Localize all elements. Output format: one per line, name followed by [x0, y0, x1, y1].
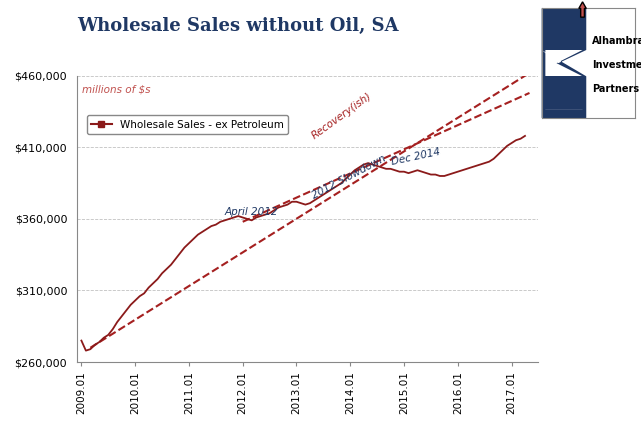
- Text: Wholesale Sales without Oil, SA: Wholesale Sales without Oil, SA: [77, 17, 399, 35]
- Text: 2012 Slowdown: 2012 Slowdown: [310, 153, 387, 201]
- Legend: Wholesale Sales - ex Petroleum: Wholesale Sales - ex Petroleum: [87, 115, 288, 134]
- Polygon shape: [545, 17, 583, 109]
- Text: Alhambra: Alhambra: [592, 36, 641, 46]
- Text: Dec 2014: Dec 2014: [390, 147, 442, 167]
- Text: April 2012: April 2012: [225, 207, 278, 217]
- Polygon shape: [542, 8, 587, 118]
- Polygon shape: [545, 17, 583, 50]
- Polygon shape: [545, 76, 583, 109]
- Text: Partners: Partners: [592, 85, 639, 94]
- Polygon shape: [542, 50, 587, 76]
- Text: Investment: Investment: [592, 60, 641, 70]
- Text: millions of $s: millions of $s: [81, 84, 150, 94]
- Bar: [542, 8, 587, 118]
- FancyArrow shape: [579, 2, 587, 17]
- Text: Recovery(ish): Recovery(ish): [310, 91, 374, 141]
